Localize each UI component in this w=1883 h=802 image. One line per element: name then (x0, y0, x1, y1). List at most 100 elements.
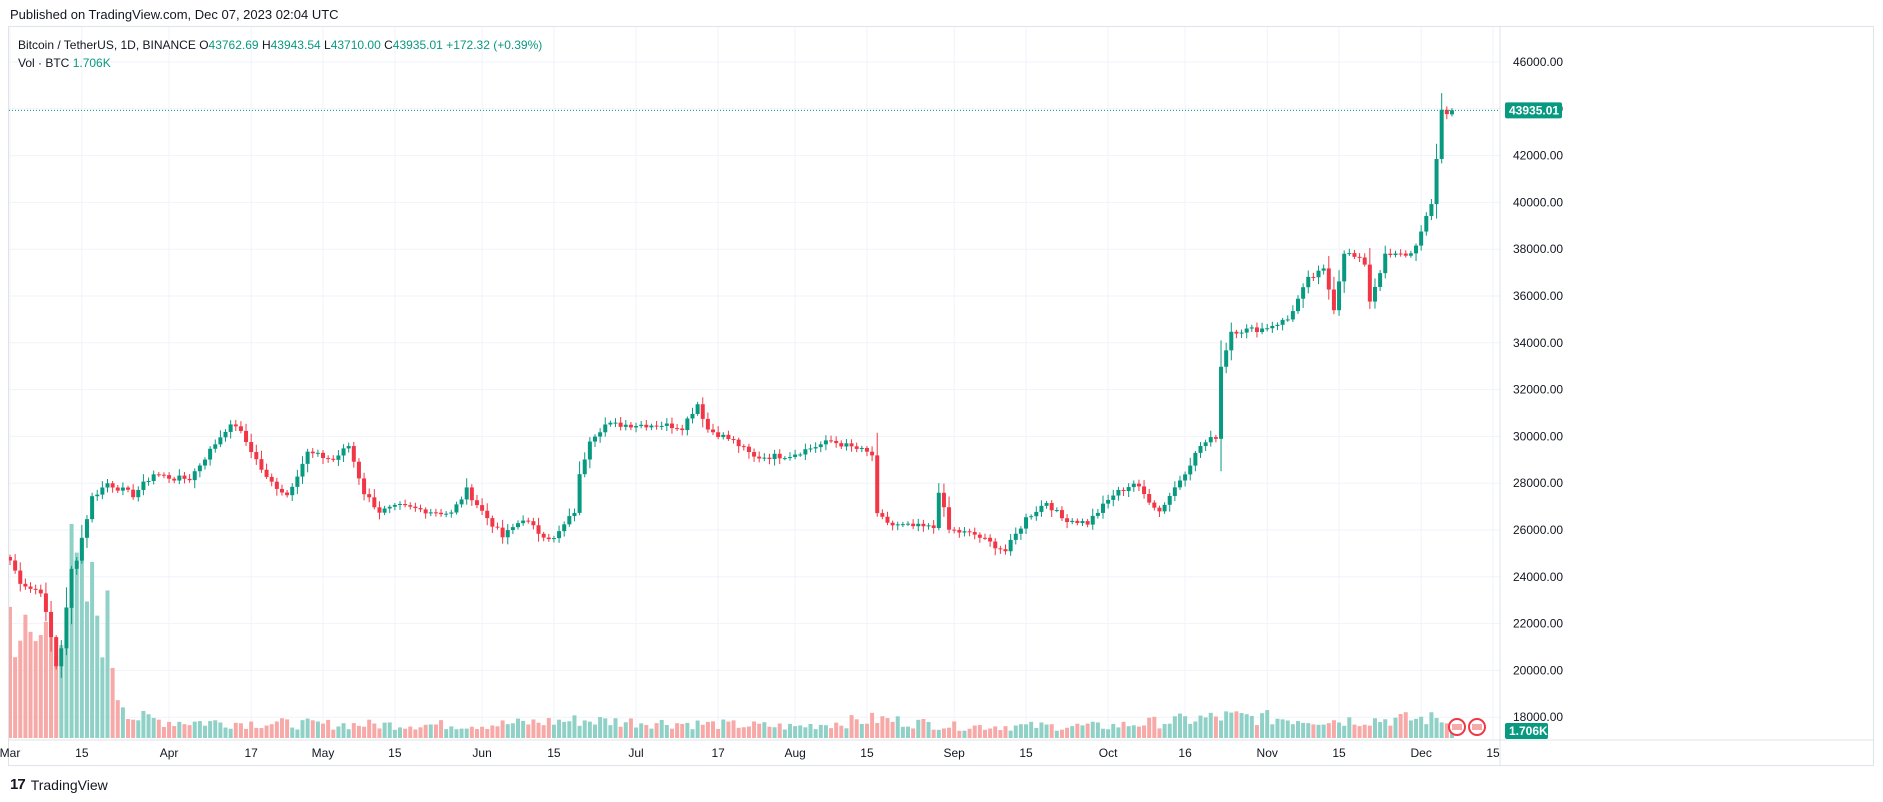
close-key: C (384, 38, 393, 52)
x-tick-label: 15 (388, 746, 402, 760)
volume-bar (931, 729, 936, 738)
volume-bar (341, 723, 346, 738)
candle-body (1131, 483, 1136, 488)
volume-bar (895, 716, 900, 738)
volume-bar (880, 716, 885, 738)
candle-body (449, 512, 454, 514)
candle-body (264, 469, 269, 477)
volume-bar (305, 718, 310, 738)
candle-body (1362, 257, 1367, 265)
candle-body (726, 434, 731, 440)
candle-body (1080, 521, 1085, 524)
volume-bar (731, 720, 736, 738)
volume-bar (1111, 724, 1116, 738)
volume-bar (177, 721, 182, 738)
volume-bar (721, 719, 726, 738)
ohlc-row: Bitcoin / TetherUS, 1D, BINANCE O43762.6… (18, 36, 542, 54)
candle-body (1449, 110, 1454, 115)
candle-body (1136, 483, 1141, 487)
volume-bar (269, 724, 274, 738)
volume-bar (1065, 727, 1070, 738)
volume-bar (351, 723, 356, 738)
volume-bar (516, 718, 521, 738)
volume-bar (1126, 726, 1131, 738)
volume-bar (608, 725, 613, 738)
candle-body (1229, 331, 1234, 351)
volume-bar (79, 539, 84, 738)
candle-body (941, 492, 946, 508)
candle-body (1321, 268, 1326, 271)
candle-body (105, 483, 110, 488)
candle-body (936, 492, 941, 529)
candle-body (875, 455, 880, 514)
candle-body (557, 531, 562, 539)
volume-bar (1183, 716, 1188, 738)
candle-body (803, 449, 808, 455)
candle-body (911, 523, 916, 527)
candle-body (531, 521, 536, 526)
volume-bar (151, 717, 156, 738)
volume-bar (1260, 713, 1265, 738)
candle-body (1183, 474, 1188, 481)
candle-body (408, 505, 413, 507)
candle-body (377, 507, 382, 513)
candle-body (659, 425, 664, 427)
volume-key: Vol · BTC (18, 56, 70, 70)
candle-body (1054, 510, 1059, 512)
candle-body (957, 530, 962, 533)
volume-bar (598, 716, 603, 738)
candle-body (141, 481, 146, 490)
volume-bar (1290, 724, 1295, 738)
volume-bar (223, 727, 228, 738)
candle-body (341, 448, 346, 456)
x-tick-label: 15 (75, 746, 89, 760)
volume-bar (23, 614, 28, 738)
candle-body (259, 459, 264, 470)
volume-bar (1311, 724, 1316, 738)
change-value: +172.32 (+0.39%) (446, 38, 543, 52)
volume-bar (1285, 720, 1290, 738)
volume-bar (1136, 726, 1141, 738)
y-tick-label: 18000.00 (1513, 710, 1563, 724)
candle-body (23, 583, 28, 587)
candle-body (541, 533, 546, 538)
volume-bar (1342, 725, 1347, 738)
candle-body (757, 456, 762, 459)
volume-bar (192, 721, 197, 738)
volume-bar (875, 722, 880, 738)
candle-body (13, 560, 18, 571)
volume-bar (1234, 711, 1239, 738)
volume-bar (120, 707, 125, 738)
x-tick-label: 15 (547, 746, 561, 760)
candle-body (202, 459, 207, 466)
candle-body (18, 570, 23, 584)
volume-bar (767, 726, 772, 738)
volume-bar (1208, 712, 1213, 738)
volume-bar (664, 725, 669, 738)
volume-bar (28, 631, 33, 738)
volume-bar (156, 719, 161, 738)
candle-body (1177, 480, 1182, 488)
candle-body (126, 487, 131, 490)
candle-body (1157, 507, 1162, 512)
volume-bar (752, 721, 757, 738)
tradingview-brand[interactable]: TradingView (30, 776, 108, 793)
y-tick-label: 36000.00 (1513, 289, 1563, 303)
volume-bar (551, 724, 556, 738)
candle-body (623, 424, 628, 427)
candle-body (1414, 245, 1419, 254)
candle-body (1249, 327, 1254, 329)
y-tick-label: 46000.00 (1513, 55, 1563, 69)
candle-body (382, 508, 387, 513)
volume-bar (274, 721, 279, 738)
volume-bar (680, 723, 685, 738)
candle-body (834, 440, 839, 444)
candle-body (1095, 512, 1100, 516)
candle-body (1234, 331, 1239, 334)
candle-body (115, 487, 120, 491)
candle-body (1244, 328, 1249, 333)
candle-body (818, 444, 823, 448)
candle-body (880, 513, 885, 517)
chart-frame[interactable] (8, 26, 1874, 766)
